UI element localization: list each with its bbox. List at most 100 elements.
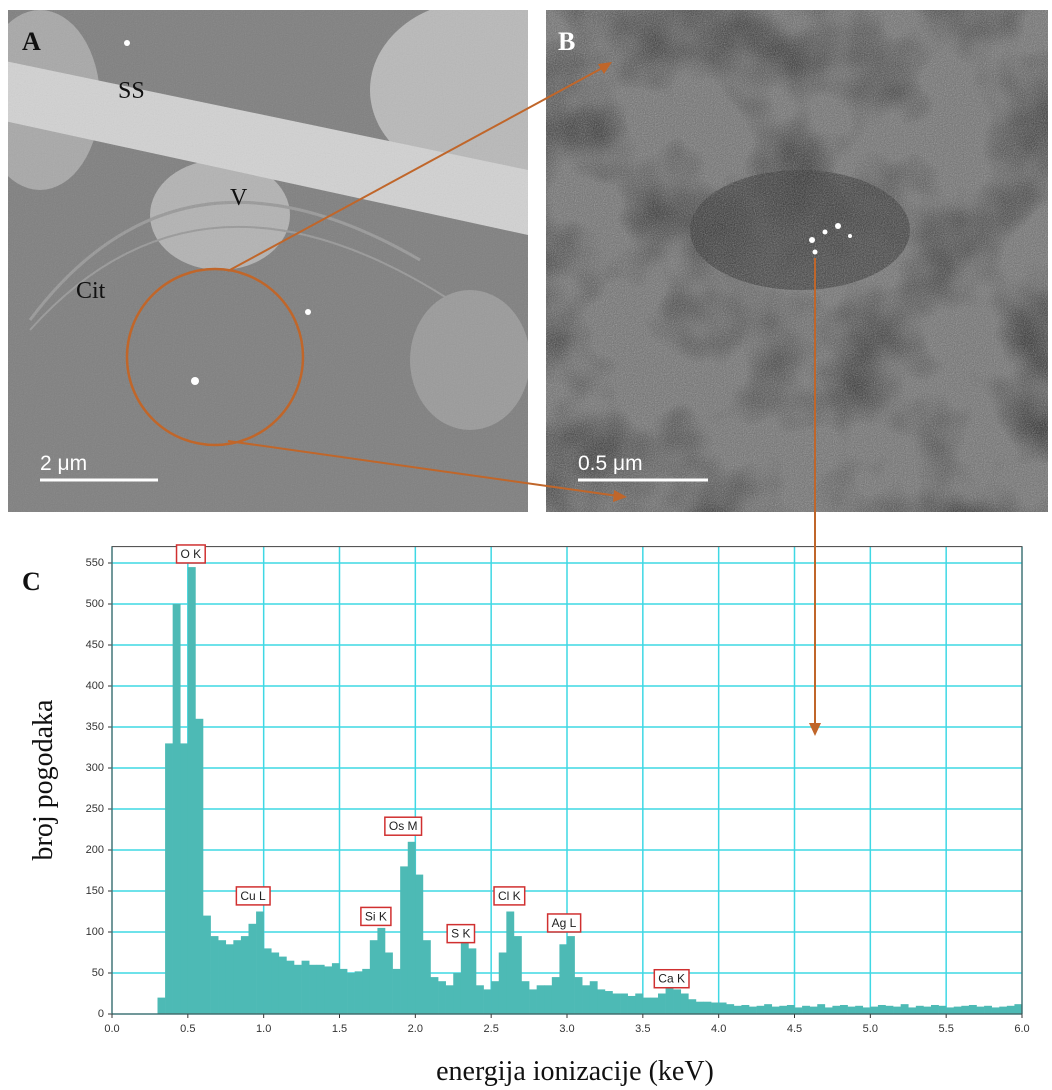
bar [536, 985, 545, 1014]
bar [559, 944, 568, 1014]
bar [665, 987, 674, 1014]
bar [703, 1001, 712, 1014]
y-tick-label: 550 [86, 557, 104, 569]
bar [521, 981, 530, 1014]
bar [180, 743, 189, 1014]
arrow-head [598, 62, 612, 74]
y-axis-title: broj pogodaka [28, 699, 59, 861]
bar [650, 997, 659, 1014]
x-tick-label: 2.5 [484, 1023, 499, 1035]
bar [438, 981, 446, 1014]
peak-label-box [235, 886, 271, 906]
bar [976, 1006, 985, 1014]
bar [574, 977, 583, 1014]
bar [506, 911, 515, 1014]
peak-label-box [493, 886, 526, 906]
plot-frame [111, 546, 1023, 1015]
bar [635, 993, 644, 1014]
bar [316, 964, 325, 1014]
bar [529, 989, 537, 1014]
bar [718, 1002, 727, 1014]
bar [711, 1002, 719, 1014]
bar [726, 1004, 735, 1014]
bar [733, 1005, 742, 1014]
bar [900, 1004, 909, 1014]
y-tick-label: 350 [86, 721, 104, 733]
bar [460, 940, 469, 1014]
bar [923, 1006, 932, 1014]
region-label: SS [118, 78, 145, 104]
bar [430, 977, 439, 1014]
bar [688, 999, 697, 1014]
y-tick-label: 200 [86, 844, 104, 856]
scale-bar-label: 2 μm [40, 452, 87, 475]
bar [225, 944, 234, 1014]
bar [953, 1006, 962, 1014]
bar [938, 1005, 947, 1014]
bar [604, 991, 613, 1014]
bar [385, 952, 393, 1014]
bar [809, 1006, 818, 1014]
bar [233, 940, 242, 1014]
bar [377, 927, 386, 1014]
x-tick-label: 0.5 [180, 1023, 195, 1035]
bar [172, 604, 181, 1014]
bar [400, 866, 409, 1014]
bar [786, 1004, 795, 1014]
arrow [227, 440, 619, 497]
x-tick-label: 3.5 [635, 1023, 650, 1035]
bar [203, 915, 211, 1014]
y-tick-label: 100 [86, 926, 104, 938]
bar [263, 948, 272, 1014]
peak-label-text: Cl K [498, 889, 521, 903]
bar [1014, 1004, 1023, 1014]
bar [824, 1007, 833, 1014]
overlay [125, 62, 821, 736]
bar [286, 960, 295, 1014]
bar [885, 1005, 894, 1014]
peak-label: O K [175, 544, 206, 564]
x-tick-label: 1.5 [332, 1023, 347, 1035]
region-label: V [230, 185, 248, 211]
bar [256, 911, 264, 1014]
bar [931, 1004, 939, 1014]
bar [422, 940, 431, 1014]
peak-label-box [384, 816, 423, 836]
bar [642, 997, 651, 1014]
bar [802, 1005, 810, 1014]
bar [908, 1007, 917, 1014]
micrograph-b [546, 10, 1048, 512]
bar [195, 718, 204, 1014]
y-tick-label: 500 [86, 598, 104, 610]
bar [483, 989, 492, 1014]
bar [187, 567, 196, 1014]
bar [491, 981, 500, 1014]
bar [862, 1007, 871, 1014]
bar [877, 1004, 886, 1014]
bar [271, 952, 280, 1014]
bar [1006, 1005, 1015, 1014]
bar [870, 1006, 879, 1014]
bar [620, 993, 628, 1014]
bar [551, 977, 560, 1014]
panel-label: B [558, 27, 575, 56]
peak-label: Ag L [546, 913, 582, 933]
bar [673, 989, 682, 1014]
y-tick-label: 50 [92, 967, 104, 979]
bar [567, 936, 575, 1014]
bar [392, 968, 401, 1014]
bar [498, 952, 507, 1014]
x-tick-label: 5.0 [863, 1023, 878, 1035]
bar [339, 968, 348, 1014]
peak-label: Cl K [493, 886, 526, 906]
x-tick-label: 1.0 [256, 1023, 271, 1035]
x-tick-label: 4.0 [711, 1023, 726, 1035]
arrow-head [613, 490, 627, 502]
peak-label: Os M [384, 816, 423, 836]
bar [627, 995, 636, 1014]
bar [749, 1006, 757, 1014]
peak-label-text: Ca K [658, 972, 685, 986]
micrograph-a [8, 10, 528, 512]
peak-label-text: S K [451, 927, 470, 941]
